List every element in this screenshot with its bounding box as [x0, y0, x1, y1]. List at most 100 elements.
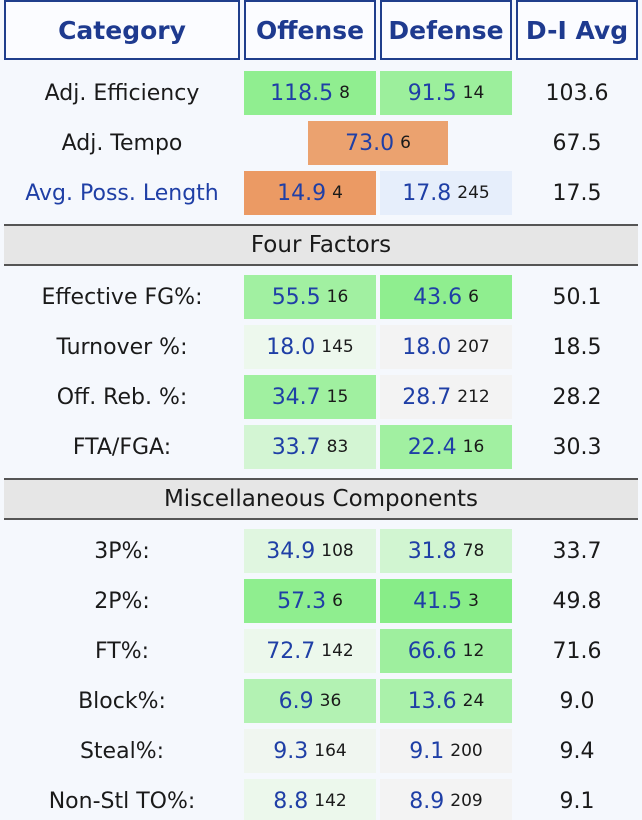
stat-row-ft: FT%: 72.7 142 66.6 12 71.6: [4, 626, 638, 676]
section-header-miscellaneous-components: Miscellaneous Components: [4, 478, 638, 520]
di-avg-value: 103.6: [545, 80, 609, 106]
stat-row-off-reb: Off. Reb. %: 34.7 15 28.7 212 28.2: [4, 372, 638, 422]
offense-cell-rank: 15: [326, 387, 349, 407]
defense-cell-value: 8.9: [409, 788, 445, 814]
row-label: Effective FG%:: [41, 284, 203, 310]
offense-cell: 57.3 6: [244, 576, 376, 626]
offense-cell-rank: 8: [339, 83, 350, 103]
defense-cell-value: 66.6: [407, 638, 457, 664]
row-label: Steal%:: [79, 738, 165, 764]
offense-cell-value: 18.0: [266, 334, 316, 360]
defense-cell-value: 9.1: [409, 738, 445, 764]
row-label[interactable]: Avg. Poss. Length: [25, 180, 219, 206]
offense-cell: 34.7 15: [244, 372, 376, 422]
offense-cell-rank: 83: [326, 437, 349, 457]
row-label: Non-Stl TO%:: [48, 788, 196, 814]
di-avg-value: 28.2: [552, 384, 602, 410]
offense-cell: 18.0 145: [244, 322, 376, 372]
defense-cell: 8.9 209: [380, 776, 512, 820]
header-di-avg[interactable]: D-I Avg: [516, 0, 638, 60]
di-avg-value: 9.0: [559, 688, 595, 714]
defense-cell-rank: 6: [468, 287, 479, 307]
di-avg-value: 9.4: [559, 738, 595, 764]
defense-cell-rank: 16: [462, 437, 485, 457]
row-label: Adj. Tempo: [61, 130, 183, 156]
offense-cell-value: 6.9: [278, 688, 314, 714]
defense-cell-rank: 78: [462, 541, 485, 561]
offense-cell: 34.9 108: [244, 526, 376, 576]
stat-row-2p: 2P%: 57.3 6 41.5 3 49.8: [4, 576, 638, 626]
section-title: Four Factors: [4, 224, 638, 266]
offense-cell: 6.9 36: [244, 676, 376, 726]
di-avg-value: 71.6: [552, 638, 602, 664]
stat-row-3p: 3P%: 34.9 108 31.8 78 33.7: [4, 526, 638, 576]
defense-cell: 22.4 16: [380, 422, 512, 472]
offense-cell-value: 8.8: [273, 788, 309, 814]
offense-cell-rank: 4: [332, 183, 343, 203]
di-avg-value: 50.1: [552, 284, 602, 310]
tempo-value: 73.0: [345, 130, 395, 156]
defense-cell-value: 13.6: [407, 688, 457, 714]
stat-row-adj-tempo: Adj. Tempo 73.0 6 67.5: [4, 118, 638, 168]
offense-cell-value: 14.9: [277, 180, 327, 206]
defense-cell-rank: 3: [468, 591, 479, 611]
defense-cell-rank: 212: [457, 387, 490, 407]
offense-cell-value: 118.5: [270, 80, 334, 106]
defense-cell: 18.0 207: [380, 322, 512, 372]
defense-cell-value: 91.5: [407, 80, 457, 106]
offense-cell-rank: 36: [319, 691, 342, 711]
row-label: 2P%:: [94, 588, 150, 614]
stat-row-non-stl-to: Non-Stl TO%: 8.8 142 8.9 209 9.1: [4, 776, 638, 820]
offense-cell-rank: 142: [321, 641, 354, 661]
offense-cell-rank: 142: [314, 791, 347, 811]
defense-cell-rank: 207: [457, 337, 490, 357]
defense-cell: 28.7 212: [380, 372, 512, 422]
offense-cell: 72.7 142: [244, 626, 376, 676]
defense-cell-value: 28.7: [402, 384, 452, 410]
defense-cell-value: 43.6: [413, 284, 463, 310]
offense-cell-value: 57.3: [277, 588, 327, 614]
defense-cell-rank: 12: [462, 641, 485, 661]
stat-row-adj-efficiency: Adj. Efficiency 118.5 8 91.5 14 103.6: [4, 68, 638, 118]
defense-cell: 91.5 14: [380, 68, 512, 118]
stat-row-block: Block%: 6.9 36 13.6 24 9.0: [4, 676, 638, 726]
defense-cell-rank: 24: [462, 691, 485, 711]
offense-cell: 55.5 16: [244, 272, 376, 322]
offense-cell-rank: 164: [314, 741, 347, 761]
offense-cell: 14.9 4: [244, 168, 376, 218]
stat-row-steal: Steal%: 9.3 164 9.1 200 9.4: [4, 726, 638, 776]
di-avg-value: 18.5: [552, 334, 602, 360]
row-label: Turnover %:: [56, 334, 188, 360]
row-label: FT%:: [94, 638, 150, 664]
row-label: 3P%:: [94, 538, 150, 564]
defense-cell-value: 18.0: [402, 334, 452, 360]
tempo-rank: 6: [400, 133, 411, 153]
header-category[interactable]: Category: [4, 0, 240, 60]
defense-cell: 13.6 24: [380, 676, 512, 726]
defense-cell-rank: 14: [462, 83, 485, 103]
offense-cell-value: 34.7: [271, 384, 321, 410]
offense-cell-rank: 6: [332, 591, 343, 611]
offense-cell-value: 9.3: [273, 738, 309, 764]
stat-row-turnover: Turnover %: 18.0 145 18.0 207 18.5: [4, 322, 638, 372]
defense-cell-value: 17.8: [402, 180, 452, 206]
stat-row-avg-poss-length: Avg. Poss. Length 14.9 4 17.8 245 17.5: [4, 168, 638, 218]
stat-row-effective-fg: Effective FG%: 55.5 16 43.6 6 50.1: [4, 272, 638, 322]
offense-cell: 33.7 83: [244, 422, 376, 472]
row-label: FTA/FGA:: [72, 434, 172, 460]
header-defense[interactable]: Defense: [380, 0, 512, 60]
di-avg-value: 9.1: [559, 788, 595, 814]
offense-cell: 118.5 8: [244, 68, 376, 118]
stat-row-fta-fga: FTA/FGA: 33.7 83 22.4 16 30.3: [4, 422, 638, 472]
row-label: Adj. Efficiency: [44, 80, 200, 106]
row-label: Off. Reb. %:: [56, 384, 188, 410]
header-offense[interactable]: Offense: [244, 0, 376, 60]
defense-cell: 9.1 200: [380, 726, 512, 776]
offense-cell-rank: 145: [321, 337, 354, 357]
defense-cell-rank: 209: [450, 791, 483, 811]
defense-cell-value: 31.8: [407, 538, 457, 564]
defense-cell: 66.6 12: [380, 626, 512, 676]
defense-cell-value: 22.4: [407, 434, 457, 460]
section-header-four-factors: Four Factors: [4, 224, 638, 266]
